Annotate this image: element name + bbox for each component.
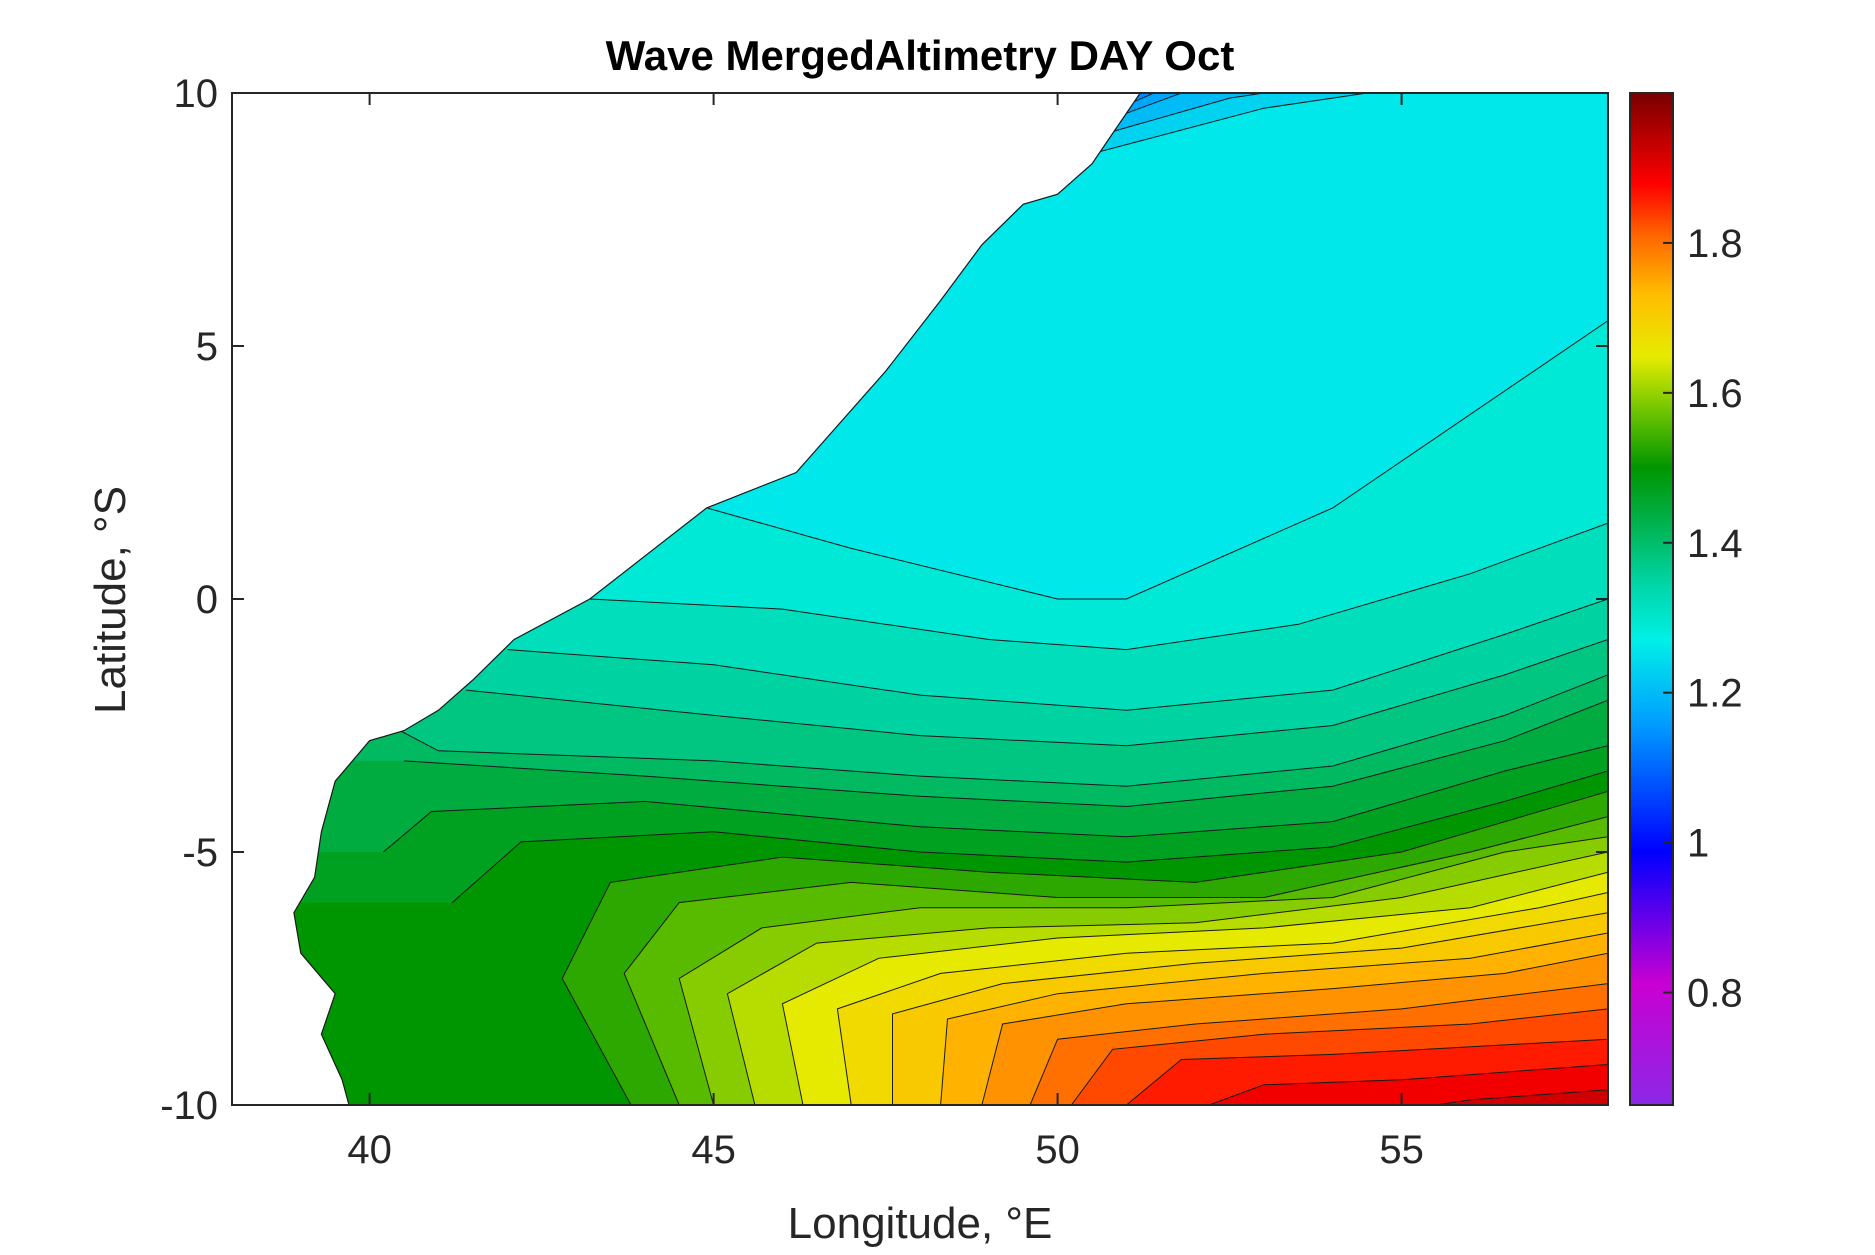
y-axis-label: Latitude, °S (86, 486, 135, 714)
x-tick-label: 45 (691, 1128, 736, 1172)
y-tick-label: 5 (196, 325, 218, 369)
contour-band (232, 1089, 1608, 1105)
contour-line (836, 892, 1608, 1105)
contour-line (623, 816, 1608, 1105)
land-mask (232, 93, 1141, 1105)
y-tick-label: -10 (160, 1084, 218, 1128)
y-tick-label: 10 (174, 72, 219, 116)
contour-line (383, 745, 1608, 853)
colorbar (1629, 92, 1674, 1106)
x-tick-label: 40 (347, 1128, 392, 1172)
x-tick-label: 50 (1035, 1128, 1080, 1172)
x-axis-label: Longitude, °E (788, 1199, 1053, 1248)
contour-line (706, 320, 1608, 600)
contour-line (678, 836, 1608, 1105)
contour-line (892, 912, 1608, 1105)
contour-line (389, 674, 1608, 787)
contour-line (1105, 93, 1265, 134)
chart-title: Wave MergedAltimetry DAY Oct (606, 32, 1235, 79)
contour-line (451, 770, 1608, 903)
contour-band (232, 1064, 1608, 1105)
colorbar-tick-label: 1.4 (1687, 522, 1743, 566)
contour-line (403, 699, 1608, 808)
contour-line (781, 871, 1608, 1105)
y-tick-label: -5 (182, 831, 218, 875)
contour-line (1091, 93, 1368, 155)
contour-line (561, 790, 1608, 1105)
colorbar-tick-label: 1.6 (1687, 372, 1743, 416)
contour-line (465, 639, 1608, 747)
contour-line (940, 932, 1608, 1105)
contour-line (1435, 1089, 1608, 1105)
colorbar-tick-label: 1 (1687, 822, 1709, 866)
contour-line (589, 522, 1608, 651)
contour-line (507, 598, 1608, 711)
contour-line (981, 952, 1608, 1105)
contour-line (1208, 1064, 1608, 1105)
colorbar-tick-label: 0.8 (1687, 972, 1743, 1016)
colorbar-tick-label: 1.2 (1687, 672, 1743, 716)
contour-line (726, 851, 1608, 1105)
contour-line (1029, 983, 1608, 1105)
contour-line (1126, 1038, 1608, 1105)
x-tick-label: 55 (1379, 1128, 1424, 1172)
colorbar-tick-label: 1.8 (1687, 222, 1743, 266)
y-tick-label: 0 (196, 578, 218, 622)
contour-line (1070, 1008, 1608, 1105)
